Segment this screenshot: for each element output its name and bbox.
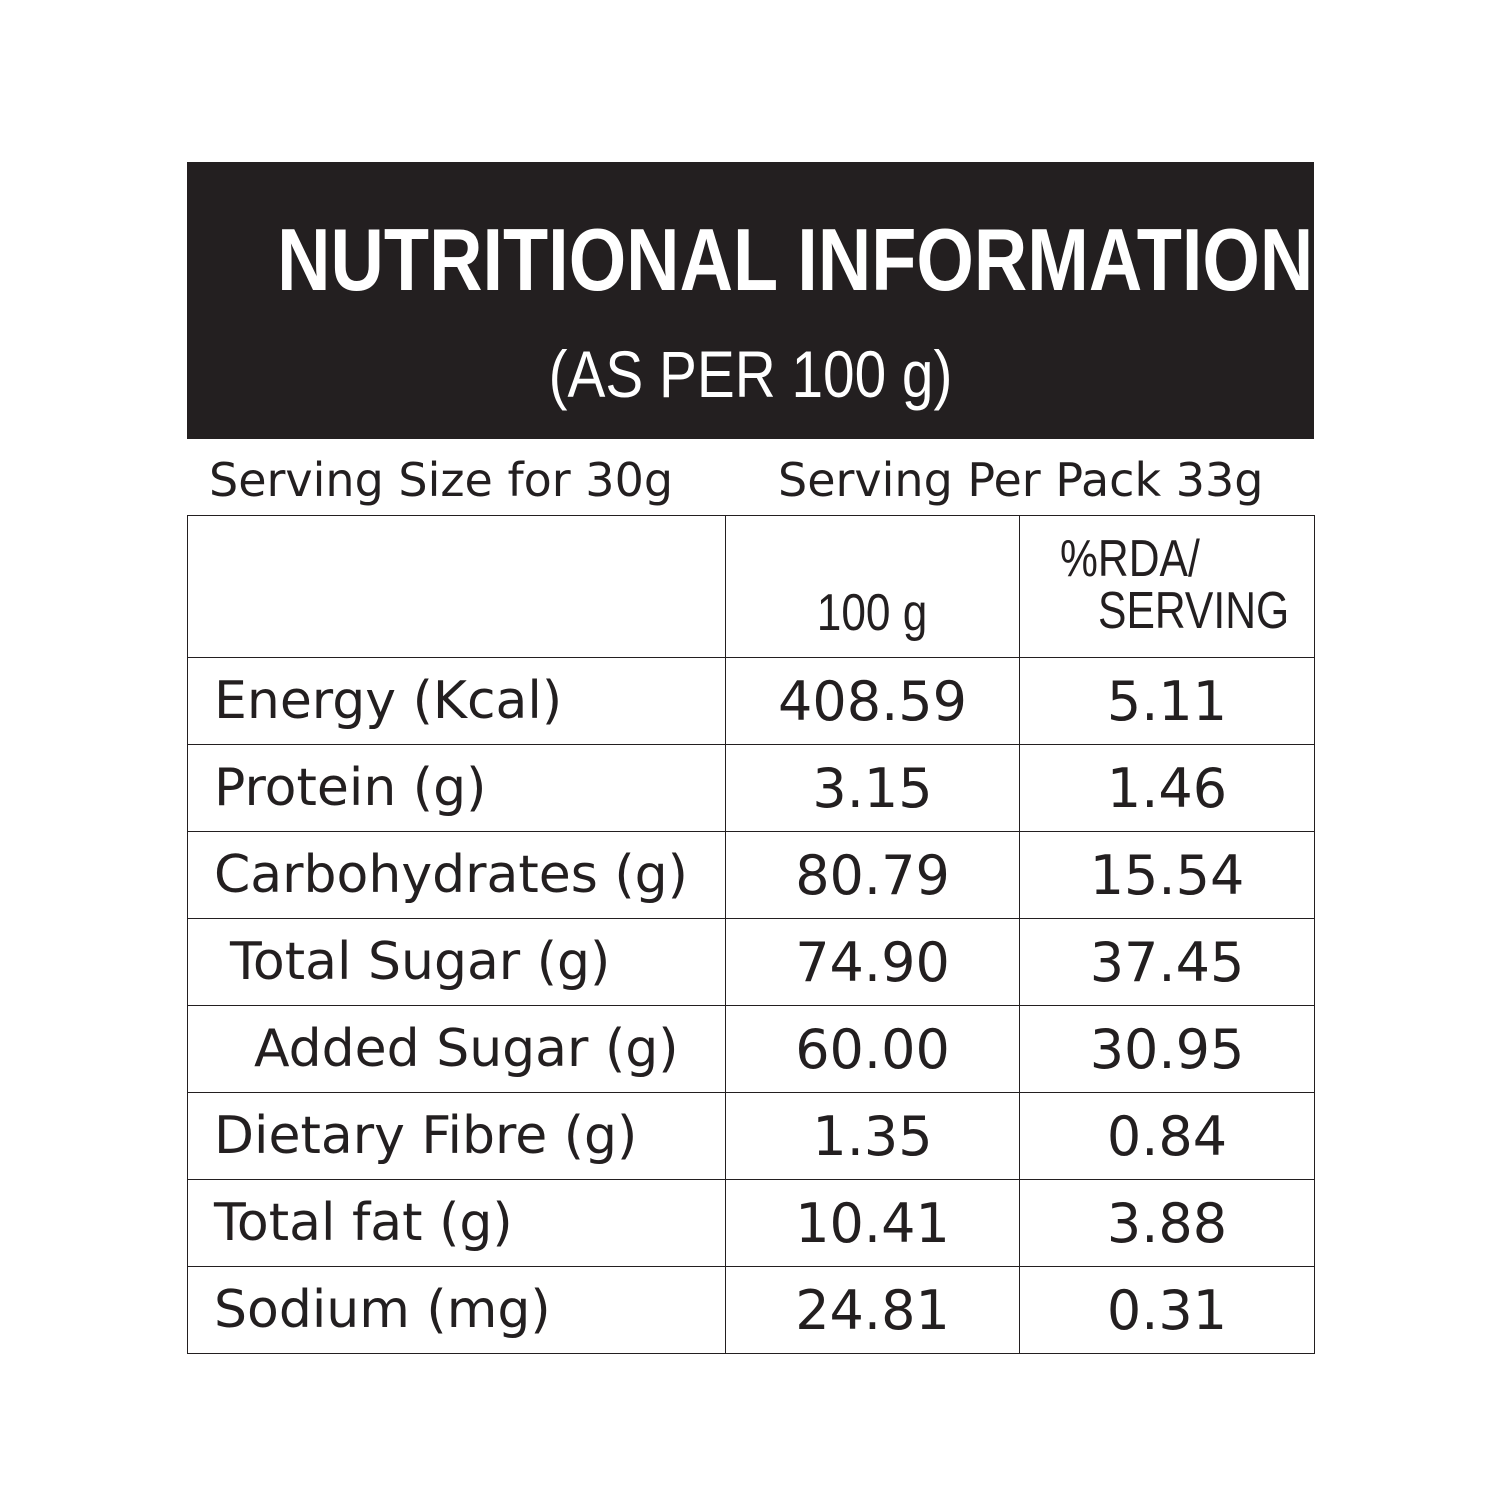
nutrition-header: NUTRITIONAL INFORMATION (AS PER 100 g) — [187, 162, 1314, 439]
per-100g-value: 60.00 — [725, 1005, 1020, 1093]
table-row: Total fat (g) 10.41 3.88 — [187, 1179, 1315, 1267]
rda-value: 0.31 — [1019, 1266, 1315, 1354]
serving-size: Serving Size for 30g — [209, 453, 674, 507]
rda-value: 15.54 — [1019, 831, 1315, 919]
per-100g-value: 1.35 — [725, 1092, 1020, 1180]
serving-per-pack: Serving Per Pack 33g — [778, 453, 1264, 507]
rda-value: 30.95 — [1019, 1005, 1315, 1093]
nutrient-name: Carbohydrates (g) — [187, 831, 726, 919]
table-header-row: 100 g %RDA/ SERVING — [187, 515, 1315, 658]
table-row: Carbohydrates (g) 80.79 15.54 — [187, 831, 1315, 919]
rda-header-line1: %RDA/ — [1060, 530, 1200, 588]
serving-info: Serving Size for 30g Serving Per Pack 33… — [187, 445, 1314, 515]
page-subtitle: (AS PER 100 g) — [548, 337, 953, 411]
page-title: NUTRITIONAL INFORMATION — [277, 210, 1314, 309]
header-per-100g-label: 100 g — [817, 584, 928, 642]
nutrient-name: Total fat (g) — [187, 1179, 726, 1267]
rda-value: 37.45 — [1019, 918, 1315, 1006]
rda-header-line2: SERVING — [1098, 582, 1290, 640]
nutrient-name: Protein (g) — [187, 744, 726, 832]
table-row: Energy (Kcal) 408.59 5.11 — [187, 657, 1315, 745]
per-100g-value: 24.81 — [725, 1266, 1020, 1354]
table-row: Added Sugar (g) 60.00 30.95 — [187, 1005, 1315, 1093]
per-100g-value: 74.90 — [725, 918, 1020, 1006]
header-cell-per-100g: 100 g — [725, 515, 1020, 658]
per-100g-value: 80.79 — [725, 831, 1020, 919]
header-cell-nutrient — [187, 515, 726, 658]
nutrient-name: Energy (Kcal) — [187, 657, 726, 745]
table-row: Sodium (mg) 24.81 0.31 — [187, 1266, 1315, 1354]
table-row: Total Sugar (g) 74.90 37.45 — [187, 918, 1315, 1006]
rda-value: 1.46 — [1019, 744, 1315, 832]
per-100g-value: 10.41 — [725, 1179, 1020, 1267]
nutrient-name: Sodium (mg) — [187, 1266, 726, 1354]
rda-header-wrap: %RDA/ SERVING — [1020, 523, 1314, 650]
nutrient-name: Added Sugar (g) — [187, 1005, 726, 1093]
nutrient-name: Total Sugar (g) — [187, 918, 726, 1006]
per-100g-value: 408.59 — [725, 657, 1020, 745]
table-row: Dietary Fibre (g) 1.35 0.84 — [187, 1092, 1315, 1180]
nutrient-name: Dietary Fibre (g) — [187, 1092, 726, 1180]
per-100g-value: 3.15 — [725, 744, 1020, 832]
nutrition-table: 100 g %RDA/ SERVING Energy (Kcal) 408.59… — [187, 515, 1315, 1354]
header-cell-rda: %RDA/ SERVING — [1019, 515, 1315, 658]
table-row: Protein (g) 3.15 1.46 — [187, 744, 1315, 832]
rda-value: 0.84 — [1019, 1092, 1315, 1180]
rda-value: 5.11 — [1019, 657, 1315, 745]
rda-value: 3.88 — [1019, 1179, 1315, 1267]
